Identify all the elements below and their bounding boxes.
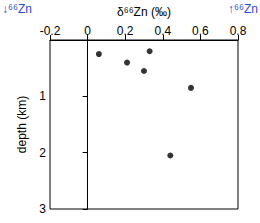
svg-text:δ⁶⁶Zn (‰): δ⁶⁶Zn (‰) [117, 5, 171, 19]
svg-text:depth (km): depth (km) [15, 96, 29, 153]
svg-text:0.8: 0.8 [230, 24, 247, 38]
svg-text:-0.2: -0.2 [40, 24, 61, 38]
svg-text:0.2: 0.2 [117, 24, 134, 38]
svg-text:2: 2 [39, 146, 46, 160]
svg-text:0.4: 0.4 [154, 24, 171, 38]
svg-text:↑⁶⁶Zn: ↑⁶⁶Zn [228, 2, 258, 16]
svg-text:1: 1 [39, 89, 46, 103]
svg-text:0: 0 [84, 24, 91, 38]
svg-text:↓⁶⁶Zn: ↓⁶⁶Zn [2, 2, 32, 16]
svg-text:3: 3 [39, 202, 46, 216]
svg-text:0.6: 0.6 [192, 24, 209, 38]
